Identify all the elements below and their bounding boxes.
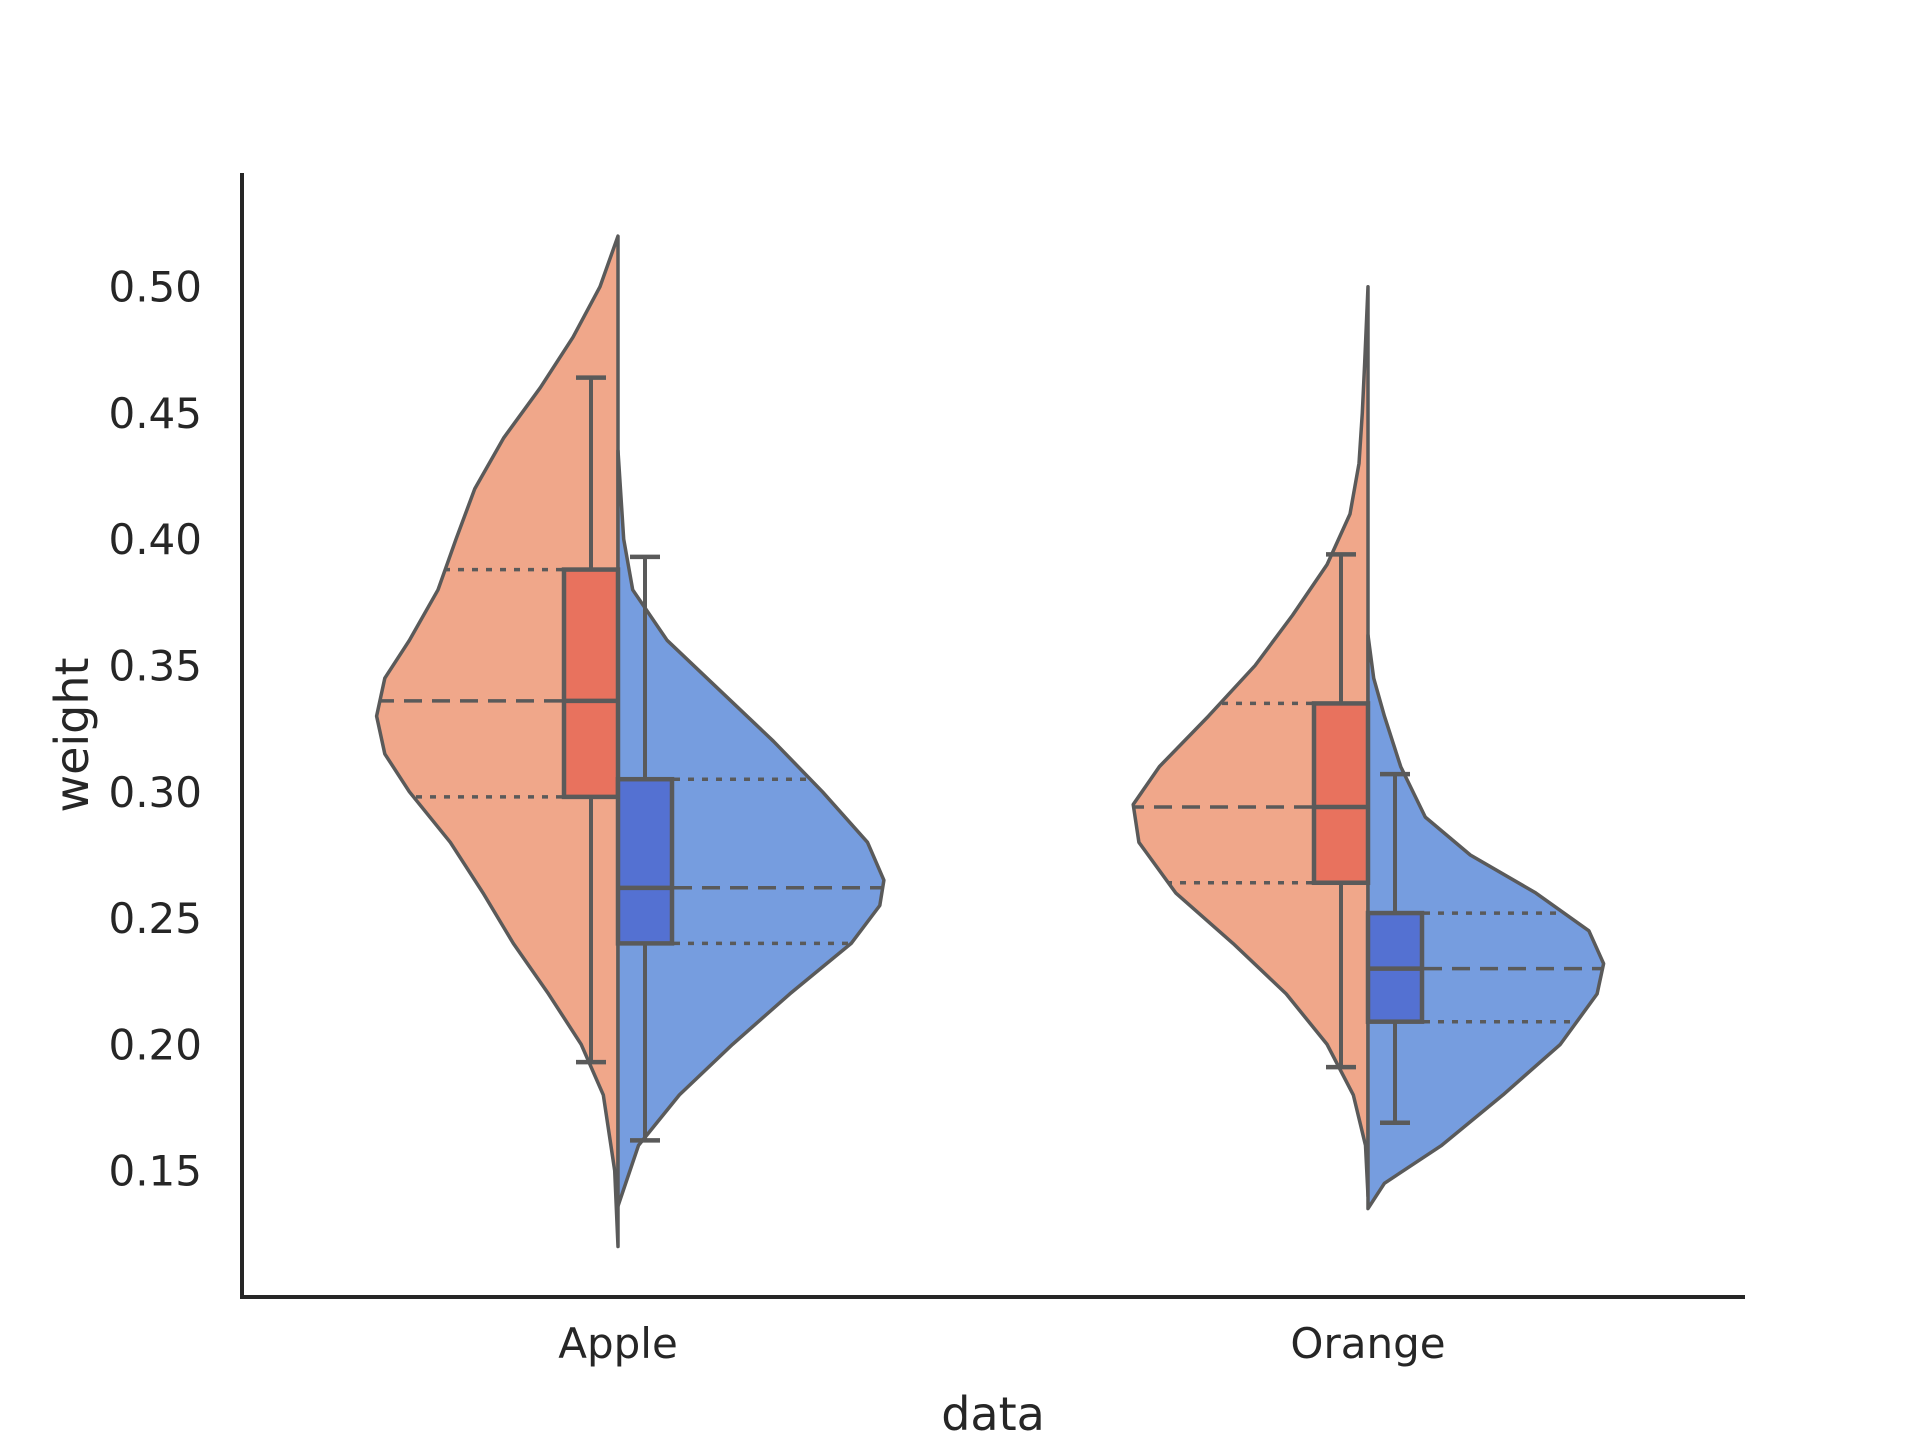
x-tick-label: Orange [1290,1319,1445,1368]
violin-left-apple [374,234,620,1249]
x-axis-label: data [941,1387,1045,1440]
box-left-apple [561,567,621,800]
violins-layer [374,234,1606,1249]
y-tick-label: 0.40 [108,515,202,564]
axes-layer [240,173,1745,1299]
x-tick-labels: Apple Orange [558,1319,1445,1368]
y-tick-label: 0.45 [108,389,202,438]
y-tick-label: 0.35 [108,642,202,691]
y-tick-label: 0.15 [108,1147,202,1196]
violin-right-orange [1366,633,1606,1211]
y-axis-label: weight [45,657,99,812]
violin-left-orange [1131,284,1370,1198]
violin-right-apple [616,449,886,1208]
box-left-orange [1311,701,1371,886]
y-tick-label: 0.30 [108,768,202,817]
y-tick-label: 0.50 [108,263,202,312]
y-tick-label: 0.20 [108,1020,202,1069]
x-tick-label: Apple [558,1319,678,1368]
y-tick-label: 0.25 [108,894,202,943]
y-tick-labels: 0.15 0.20 0.25 0.30 0.35 0.40 0.45 0.50 [108,263,202,1196]
box-right-apple [615,776,675,946]
